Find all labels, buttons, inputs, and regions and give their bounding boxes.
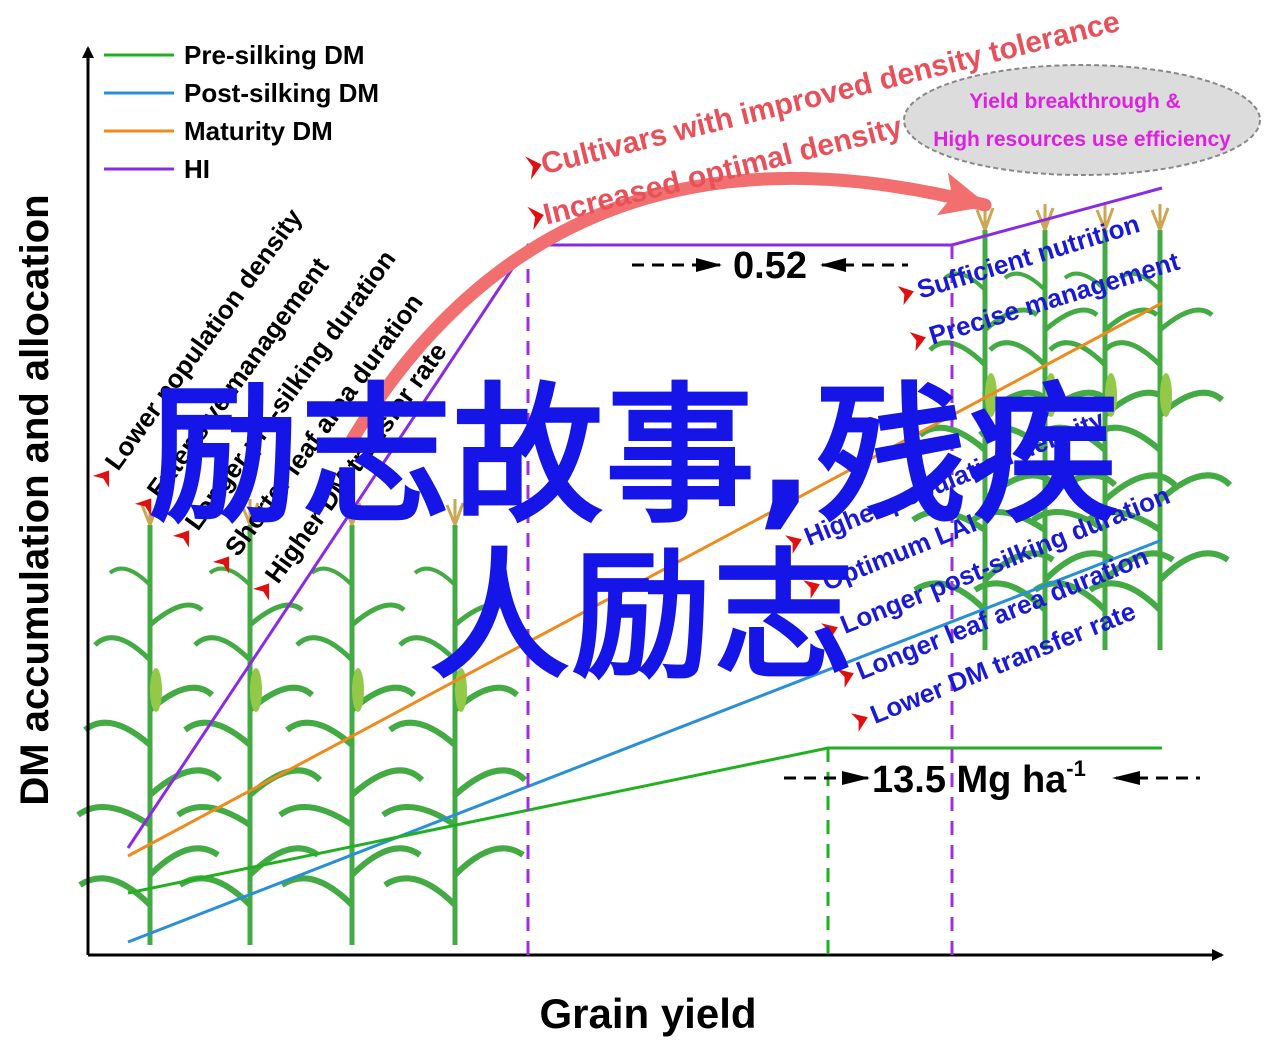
bullet-arrow-icon: [212, 556, 230, 574]
bullet-arrow-icon: [897, 285, 914, 306]
post-silking-dm-line: [127, 538, 1163, 944]
legend-item-maturity: Maturity DM: [104, 116, 333, 146]
overlay-title-line-1: 励志故事,残疾: [149, 370, 1120, 544]
ellipse-line-1: Yield breakthrough &: [969, 90, 1181, 113]
yield-unit-superscript: -1: [1066, 756, 1086, 781]
legend-label: HI: [184, 154, 210, 184]
bullet-arrow-icon: [803, 580, 820, 599]
ellipse-shape: [903, 64, 1261, 176]
hi-value-annotation: 0.52: [632, 245, 908, 287]
ellipse-line-2: High resources use efficiency: [933, 128, 1231, 151]
bullet-arrow-icon: [837, 669, 854, 688]
bullet-arrow-icon: [525, 156, 542, 180]
arrow-right-icon: [842, 771, 870, 785]
legend-label: Pre-silking DM: [184, 40, 365, 70]
bullet-arrow-icon: [527, 206, 544, 231]
legend-item-hi: HI: [104, 154, 210, 184]
legend-item-pre-silking: Pre-silking DM: [104, 40, 365, 70]
legend-label: Maturity DM: [184, 116, 333, 146]
hi-line: [126, 186, 1163, 849]
maturity-dm-line: [127, 301, 1163, 858]
density-shift-arrow: [345, 171, 992, 447]
arrow-left-icon: [820, 258, 846, 272]
yield-breakthrough-ellipse: Yield breakthrough & High resources use …: [903, 64, 1261, 176]
yield-value: 13.5 Mg ha: [872, 759, 1067, 801]
hi-value-text: 0.52: [733, 245, 807, 287]
y-axis-label: DM accumulation and allocation: [13, 194, 57, 805]
bullet-arrow-icon: [134, 498, 152, 516]
overlay-title-line-2: 人励志: [429, 536, 856, 699]
bullet-arrow-icon: [909, 331, 926, 352]
bullet-arrow-icon: [252, 583, 270, 601]
bullet-arrow-icon: [821, 623, 838, 642]
bullet-arrow-icon: [851, 713, 868, 732]
yield-value-text: 13.5 Mg ha-1: [872, 756, 1086, 801]
arrow-right-icon: [696, 258, 722, 272]
arrow-left-icon: [1112, 771, 1140, 785]
bullet-arrow-icon: [785, 535, 802, 554]
bullet-arrow-icon: [92, 470, 110, 488]
legend-item-post-silking: Post-silking DM: [104, 78, 379, 108]
x-axis-label: Grain yield: [539, 990, 756, 1037]
legend: Pre-silking DM Post-silking DM Maturity …: [104, 40, 379, 184]
legend-label: Post-silking DM: [184, 78, 379, 108]
yield-value-annotation: 13.5 Mg ha-1: [784, 756, 1200, 801]
bullet-arrow-icon: [172, 530, 190, 548]
